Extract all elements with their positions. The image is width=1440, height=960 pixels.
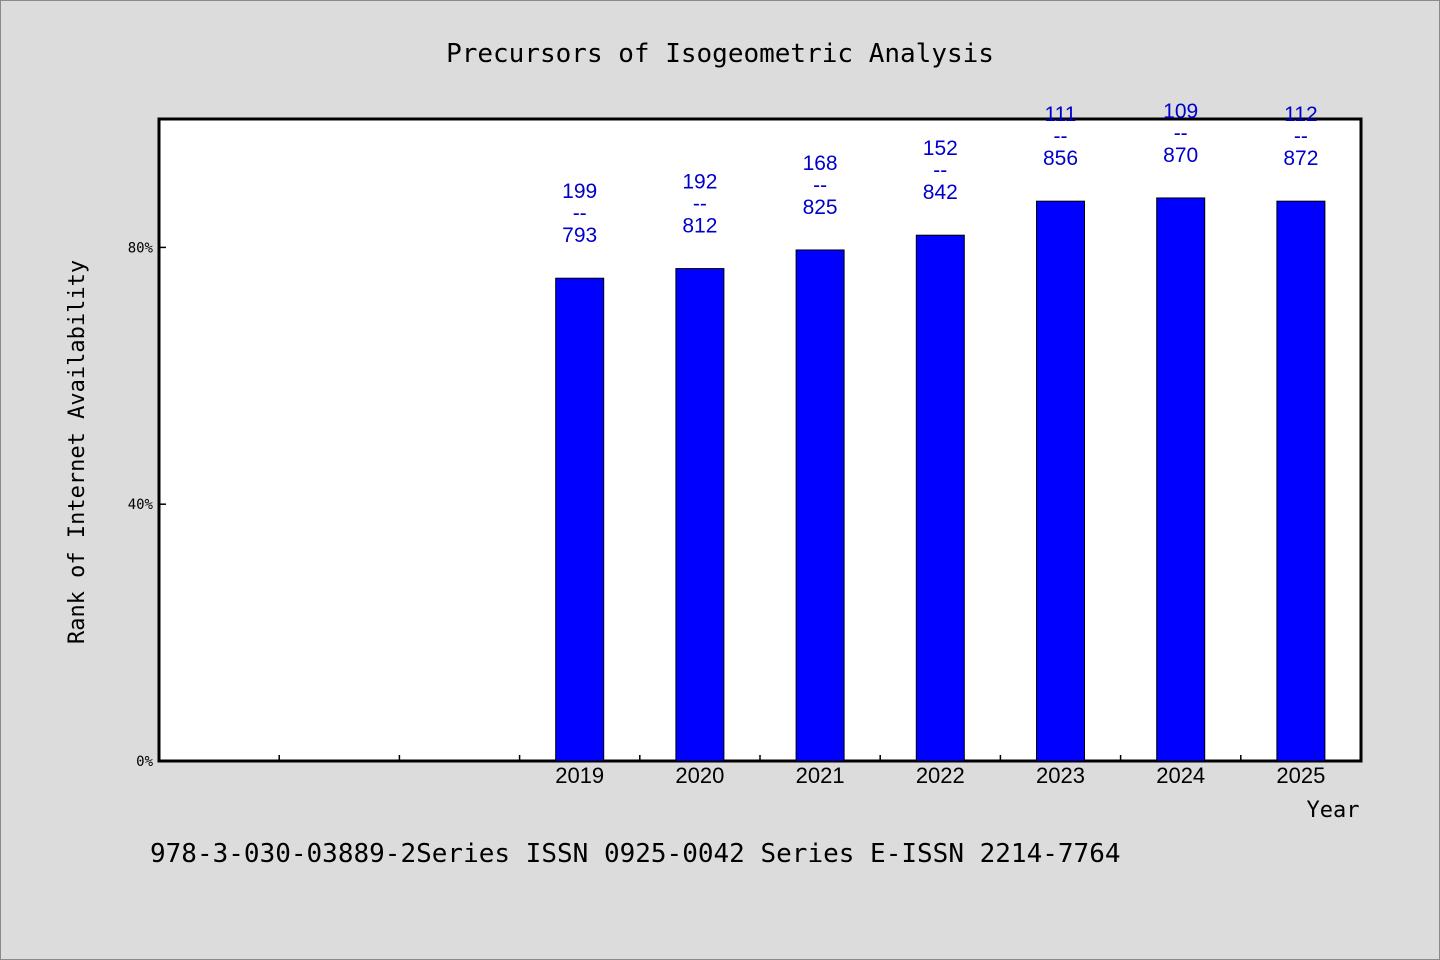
bar-value-label: 152 (923, 137, 958, 160)
x-tick-label: 2022 (916, 763, 965, 788)
bar-2025 (1276, 200, 1326, 762)
x-axis-title: Year (1307, 798, 1360, 823)
bar-value-label: 199 (562, 180, 597, 203)
footnote: 978-3-030-03889-2Series ISSN 0925-0042 S… (150, 839, 1121, 869)
bar-value-label: -- (1294, 125, 1308, 148)
bar-value-label: 856 (1043, 147, 1078, 170)
x-tick-label: 2023 (1036, 763, 1085, 788)
y-tick-label: 80% (128, 240, 154, 256)
bar-value-label: 192 (682, 171, 717, 194)
x-tick-label: 2021 (796, 763, 845, 788)
bar-value-label: 825 (803, 196, 838, 219)
bar-value-label: 793 (562, 224, 597, 247)
y-tick-label: 0% (136, 754, 153, 770)
y-axis-title: Rank of Internet Availability (65, 260, 90, 644)
bar-value-label: 870 (1163, 144, 1198, 167)
chart-title: Precursors of Isogeometric Analysis (446, 39, 994, 69)
y-tick-label: 40% (128, 497, 154, 513)
bar-2024 (1156, 197, 1206, 762)
bar-labels: 199--793192--812168--825152--842111--856… (562, 100, 1318, 247)
x-tick-label: 2024 (1156, 763, 1205, 788)
bar-value-label: -- (693, 193, 707, 216)
x-axis: 2019 2020 2021 2022 2023 2024 2025 (278, 755, 1325, 788)
bar-value-label: 872 (1283, 147, 1318, 170)
bar-value-label: -- (1054, 125, 1068, 148)
bar-value-label: 109 (1163, 100, 1198, 123)
bar-value-label: -- (933, 159, 947, 182)
bar-2023 (1036, 200, 1085, 762)
bar-value-label: -- (813, 174, 827, 197)
bar-value-label: 111 (1045, 103, 1077, 126)
bar-value-label: 168 (803, 152, 838, 175)
bar-value-label: 812 (682, 215, 717, 238)
bar-2022 (915, 234, 965, 762)
bars (555, 197, 1326, 762)
bar-value-label: -- (1174, 122, 1188, 145)
bar-value-label: 842 (923, 181, 958, 204)
y-axis: 0% 40% 80% (128, 240, 166, 770)
bar-2021 (795, 249, 845, 762)
x-tick-label: 2019 (555, 763, 604, 788)
bar-2019 (555, 277, 605, 762)
bar-value-label: 112 (1284, 103, 1317, 126)
x-tick-label: 2020 (675, 763, 724, 788)
x-tick-label: 2025 (1276, 763, 1325, 788)
bar-2020 (675, 268, 725, 762)
bar-value-label: -- (573, 202, 587, 225)
